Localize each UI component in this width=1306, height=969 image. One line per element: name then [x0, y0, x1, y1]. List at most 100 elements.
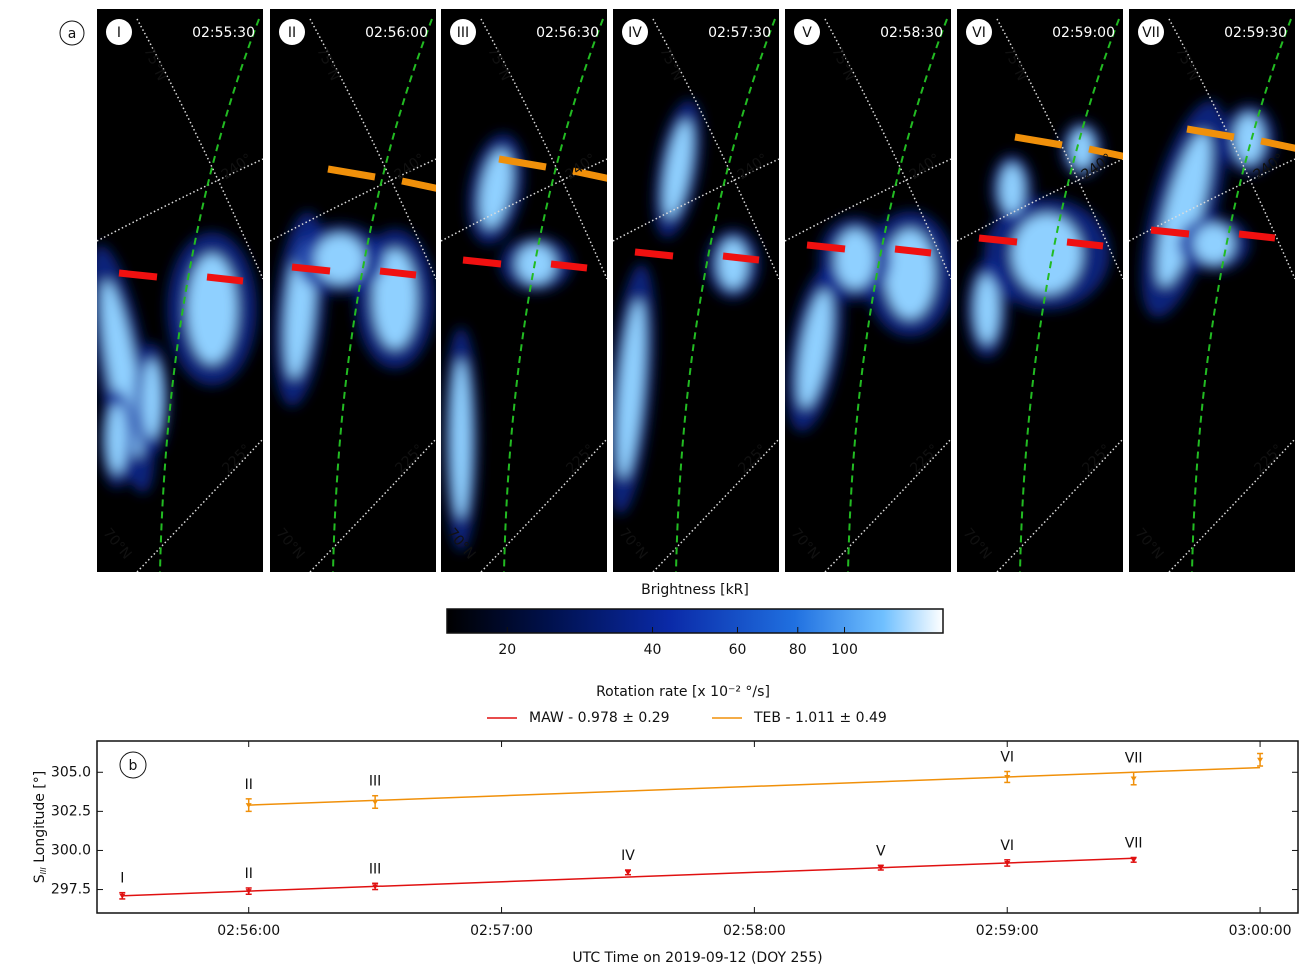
aurora-core [1156, 131, 1212, 287]
data-point [877, 865, 884, 871]
data-point [372, 799, 379, 805]
lat-line [309, 18, 436, 280]
panel-label: I [117, 25, 121, 41]
panel-time: 02:58:30 [880, 25, 943, 41]
colorbar: Brightness [kR] 20 40 60 80 100 [446, 582, 944, 658]
aurora-core [315, 234, 365, 284]
aurora-core [1000, 164, 1024, 214]
y-tick-label: 302.5 [51, 803, 91, 819]
panel-badge [279, 19, 305, 45]
aurora [613, 99, 760, 515]
lon-line [480, 438, 607, 572]
aurora-core [885, 229, 935, 319]
lon-line [652, 438, 779, 572]
panel-badge [794, 19, 820, 45]
maw-marker [1066, 238, 1104, 250]
data-point [1004, 860, 1011, 866]
panel-time: 02:59:00 [1052, 25, 1115, 41]
y-tick-label: 297.5 [51, 882, 91, 898]
panel-label: III [457, 25, 469, 41]
aurora-core [451, 359, 471, 519]
data-point [372, 884, 379, 890]
point-label: VI [1000, 749, 1014, 765]
data-point [1130, 776, 1137, 782]
maw-marker [1238, 230, 1276, 242]
lat-line [136, 18, 263, 280]
aurora-core [835, 229, 875, 289]
colorbar-tick-label: 80 [789, 642, 807, 658]
teb-marker [327, 165, 376, 181]
maw-marker [806, 241, 846, 253]
meridian [332, 18, 433, 572]
y-axis-label-rest: Longitude [°] [32, 771, 48, 867]
lat-line [480, 18, 607, 280]
aurora-core [1012, 214, 1082, 294]
aurora-core [718, 239, 748, 289]
panel-time: 02:55:30 [192, 25, 255, 41]
teb-marker [498, 155, 547, 171]
aurora [273, 211, 435, 407]
panel-label: V [802, 25, 812, 41]
panel-label: VI [972, 25, 986, 41]
lon-line [309, 438, 436, 572]
point-label: III [369, 774, 381, 790]
aurora-core [1194, 224, 1234, 264]
aurora [97, 232, 257, 494]
legend-label: MAW - 0.978 ± 0.29 [529, 710, 670, 726]
meridian [503, 18, 604, 572]
panel-badge [450, 19, 476, 45]
aurora-core [516, 244, 556, 284]
maw-marker [379, 267, 417, 279]
point-label: I [120, 871, 124, 887]
y-axis-label-main: S [32, 874, 48, 883]
panel-time: 02:56:30 [536, 25, 599, 41]
colorbar-bar [446, 608, 944, 634]
x-axis-label: UTC Time on 2019-09-12 (DOY 255) [572, 950, 822, 966]
y-axis-label: SIII Longitude [°] [32, 771, 48, 883]
x-tick-label: 02:58:00 [723, 923, 786, 939]
data-point [1257, 757, 1264, 763]
fit-line [122, 857, 1134, 897]
maw-marker [118, 269, 158, 281]
aurora [965, 121, 1110, 358]
aurora-core [479, 149, 513, 229]
aurora [1141, 100, 1276, 318]
teb-marker [1186, 125, 1235, 141]
point-label: II [245, 866, 253, 882]
colorbar-tick-label: 40 [644, 642, 662, 658]
panel-letter-circle [59, 20, 85, 46]
fit-line [248, 766, 1261, 806]
point-label: VII [1125, 835, 1143, 851]
data-point [624, 870, 631, 876]
panel-badge [622, 19, 648, 45]
y-axis-label-sub: III [39, 867, 48, 875]
panel-time: 02:57:30 [708, 25, 771, 41]
aurora-core [1070, 129, 1094, 169]
teb-marker [401, 177, 436, 192]
teb-marker [1260, 137, 1295, 152]
aurora-core [797, 289, 833, 409]
x-tick-label: 02:57:00 [470, 923, 533, 939]
aurora-core [187, 254, 237, 364]
x-tick-label: 03:00:00 [1229, 923, 1292, 939]
legend-label: TEB - 1.011 ± 0.49 [753, 710, 887, 726]
data-point [1130, 857, 1137, 863]
y-tick-label: 300.0 [51, 842, 91, 858]
teb-marker [1088, 145, 1123, 160]
point-label: III [369, 861, 381, 877]
maw-marker [206, 273, 244, 285]
y-tick-label: 305.0 [51, 764, 91, 780]
aurora-core [142, 359, 162, 439]
maw-marker [894, 245, 932, 257]
teb-marker [572, 167, 607, 182]
